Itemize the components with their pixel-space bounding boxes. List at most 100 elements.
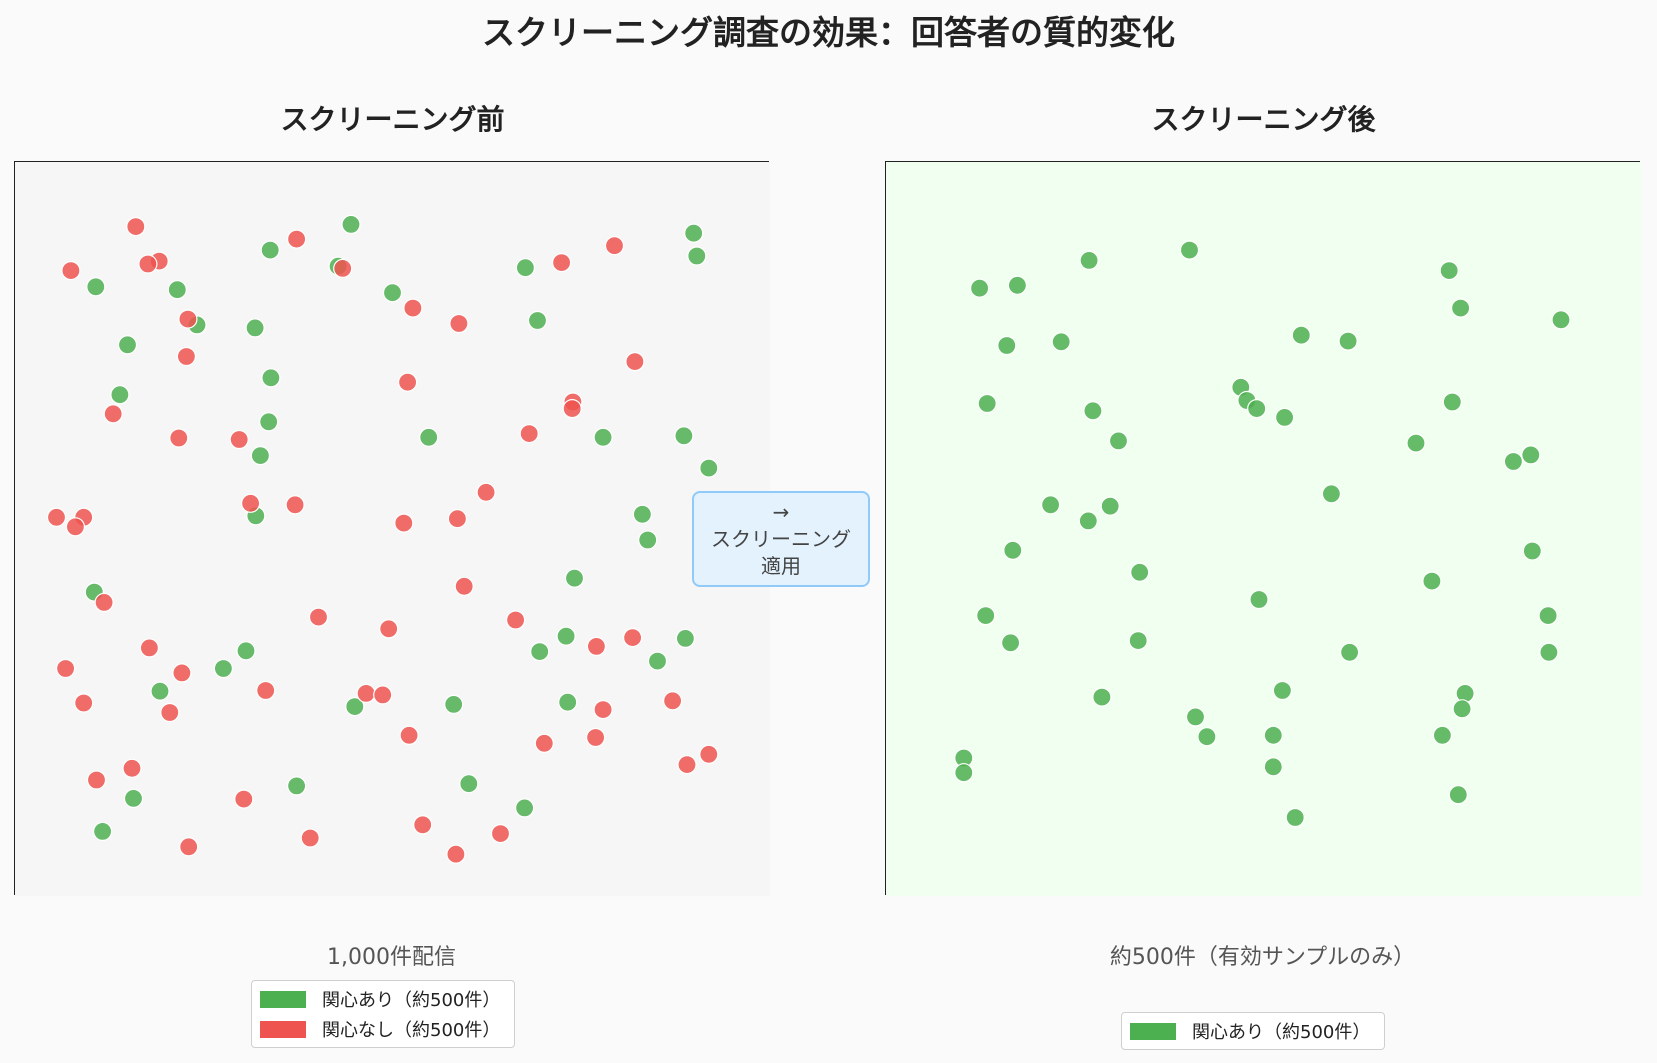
- point-interested: [1083, 401, 1103, 421]
- point-interested: [977, 393, 997, 414]
- point-not-interested: [256, 680, 276, 701]
- point-interested: [1041, 495, 1061, 515]
- plot-area-before: [14, 161, 770, 896]
- callout-line-2: 適用: [761, 553, 801, 578]
- legend-entry: 関心あり（約500件）: [260, 984, 500, 1014]
- point-interested: [558, 692, 578, 712]
- point-interested: [1448, 785, 1468, 805]
- legend-swatch-not-interested: [260, 1020, 306, 1038]
- point-not-interested: [234, 789, 254, 809]
- point-interested: [1247, 399, 1267, 419]
- point-not-interested: [413, 815, 433, 835]
- point-interested: [1521, 445, 1541, 465]
- point-not-interested: [61, 260, 81, 281]
- point-interested: [260, 240, 280, 260]
- point-not-interested: [356, 683, 376, 704]
- point-interested: [167, 280, 187, 300]
- point-interested: [1321, 484, 1341, 504]
- plot-area-after: [885, 161, 1641, 896]
- legend-entry: 関心あり（約500件）: [1130, 1016, 1370, 1046]
- point-not-interested: [160, 702, 180, 723]
- legend-label: 関心あり（約500件）: [322, 990, 501, 1011]
- point-not-interested: [300, 828, 320, 848]
- point-interested: [1538, 606, 1558, 626]
- chart-title-before: スクリーニング前: [280, 103, 505, 136]
- legend-entry: 関心なし（約500件）: [260, 1014, 500, 1044]
- point-not-interested: [65, 517, 86, 537]
- point-interested: [593, 427, 613, 447]
- point-interested: [1291, 325, 1311, 345]
- point-interested: [1539, 642, 1559, 662]
- point-interested: [1108, 431, 1129, 451]
- point-interested: [684, 223, 704, 243]
- point-not-interested: [506, 610, 526, 630]
- point-interested: [699, 458, 719, 478]
- point-not-interested: [172, 663, 192, 683]
- point-not-interested: [94, 592, 114, 612]
- caption-after: 約500件（有効サンプルのみ）: [1109, 945, 1416, 970]
- arrow-icon: →: [772, 499, 790, 524]
- point-interested: [687, 246, 707, 266]
- point-interested: [1285, 807, 1305, 828]
- point-not-interested: [74, 693, 94, 713]
- point-not-interested: [179, 837, 199, 857]
- point-interested: [1275, 407, 1295, 427]
- point-not-interested: [476, 482, 496, 502]
- point-interested: [245, 318, 265, 338]
- point-interested: [1079, 250, 1099, 271]
- point-interested: [1007, 275, 1027, 295]
- point-interested: [92, 821, 113, 842]
- point-interested: [250, 446, 270, 466]
- point-not-interested: [55, 658, 76, 679]
- point-not-interested: [287, 229, 307, 249]
- point-interested: [86, 277, 106, 297]
- point-interested: [1000, 633, 1021, 653]
- scatter-plot-after: [886, 162, 1641, 896]
- point-interested: [515, 258, 535, 278]
- point-interested: [1452, 699, 1472, 719]
- point-interested: [1249, 589, 1269, 610]
- point-interested: [954, 763, 974, 783]
- point-interested: [527, 310, 548, 331]
- caption-before: 1,000件配信: [327, 945, 456, 970]
- point-not-interested: [399, 725, 419, 745]
- point-not-interested: [103, 404, 123, 424]
- point-interested: [674, 426, 694, 446]
- point-interested: [1092, 687, 1112, 707]
- point-interested: [287, 776, 307, 796]
- point-interested: [236, 641, 256, 661]
- point-not-interested: [169, 428, 189, 448]
- point-not-interested: [176, 346, 196, 367]
- point-not-interested: [662, 691, 683, 711]
- point-interested: [1185, 707, 1206, 727]
- point-interested: [459, 774, 479, 794]
- point-interested: [647, 651, 668, 671]
- point-interested: [1522, 541, 1542, 561]
- point-interested: [1551, 310, 1571, 330]
- point-interested: [976, 606, 996, 626]
- callout-line-1: スクリーニング: [711, 526, 851, 551]
- point-not-interested: [585, 727, 606, 748]
- point-not-interested: [178, 309, 198, 329]
- point-interested: [632, 504, 653, 524]
- point-not-interested: [519, 424, 539, 444]
- screening-callout: → スクリーニング 適用: [692, 491, 870, 587]
- point-not-interested: [562, 399, 582, 419]
- scatter-plot-before: [15, 162, 770, 896]
- point-not-interested: [308, 607, 329, 627]
- point-interested: [341, 214, 361, 235]
- point-interested: [1272, 680, 1292, 701]
- point-interested: [123, 788, 144, 809]
- point-interested: [1078, 511, 1098, 531]
- point-interested: [530, 642, 550, 662]
- point-interested: [515, 798, 535, 818]
- point-not-interested: [394, 513, 414, 533]
- point-not-interested: [229, 429, 249, 450]
- point-not-interested: [285, 495, 305, 515]
- legend-after: 関心あり（約500件）: [1121, 1012, 1386, 1050]
- point-interested: [997, 335, 1017, 356]
- point-interested: [1197, 727, 1217, 747]
- legend-label: 関心あり（約500件）: [1192, 1022, 1371, 1043]
- point-not-interested: [593, 699, 613, 720]
- figure-title: スクリーニング調査の効果：回答者の質的変化: [482, 13, 1175, 52]
